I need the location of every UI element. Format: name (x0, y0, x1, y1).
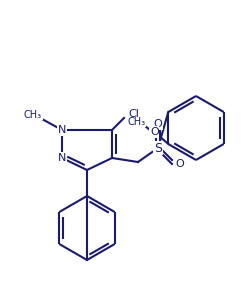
Text: Cl: Cl (129, 109, 139, 119)
Text: N: N (58, 125, 66, 135)
Text: O: O (176, 159, 184, 169)
Text: O: O (150, 127, 159, 137)
Text: S: S (154, 142, 162, 155)
Text: CH₃: CH₃ (127, 117, 145, 127)
Text: O: O (154, 119, 162, 129)
Text: N: N (58, 153, 66, 163)
Text: CH₃: CH₃ (24, 110, 42, 120)
